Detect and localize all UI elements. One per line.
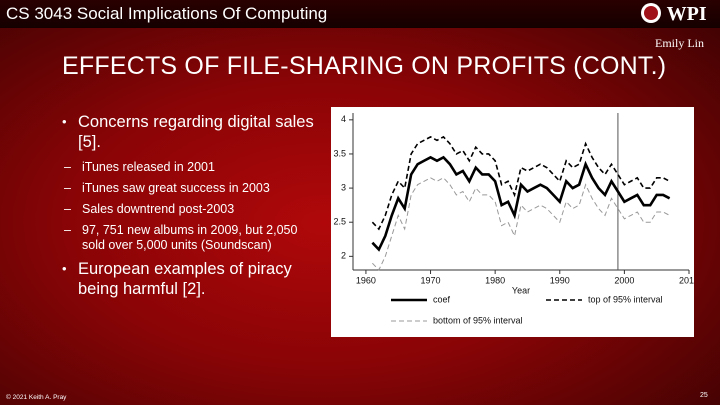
header-bar <box>0 0 720 28</box>
series-line <box>371 135 670 231</box>
course-name: CS 3043 Social Implications Of Computing <box>6 4 328 23</box>
y-tick-label: 2 <box>341 251 346 261</box>
bullet-text: Concerns regarding digital sales [5]. <box>62 112 323 152</box>
page-number: 25 <box>700 392 708 399</box>
x-tick-label: 1990 <box>550 275 570 285</box>
logo-text: WPI <box>666 3 707 25</box>
slide-title: EFFECTS OF FILE-SHARING ON PROFITS (CONT… <box>62 52 667 80</box>
series-line <box>371 155 671 252</box>
logo: WPI <box>640 2 716 26</box>
y-tick-label: 2.5 <box>333 217 346 227</box>
figure: 2 2.5 3 3.5 4 1960 1970 1980 1990 2000 2010 Year coe… <box>331 107 694 337</box>
y-tick-label: 3.5 <box>333 148 346 158</box>
legend-label: bottom of 95% interval <box>433 315 523 325</box>
bullet-list: Concerns regarding digital sales [5]. iTu… <box>62 112 323 307</box>
legend-label: coef <box>433 294 451 304</box>
legend-label: top of 95% interval <box>588 294 663 304</box>
series-line <box>372 177 670 271</box>
figure-background <box>331 107 694 337</box>
bullet-text: European examples of piracy being harmfu… <box>62 259 323 299</box>
sub-bullet: 97, 751 new albums in 2009, but 2,050 so… <box>62 223 302 253</box>
x-axis-label: Year <box>512 285 530 295</box>
x-tick-label: 2000 <box>614 275 634 285</box>
logo-seal <box>641 3 661 23</box>
bullet: Concerns regarding digital sales [5]. iTu… <box>62 112 323 253</box>
y-tick-label: 4 <box>341 114 346 124</box>
bullet: European examples of piracy being harmfu… <box>62 259 323 299</box>
author: Emily Lin <box>655 36 704 50</box>
sub-bullet: iTunes released in 2001 <box>62 160 302 175</box>
x-tick-label: 2010 <box>679 275 694 285</box>
sub-bullet: iTunes saw great success in 2003 <box>62 181 302 196</box>
x-tick-label: 1970 <box>421 275 441 285</box>
y-tick-label: 3 <box>341 182 346 192</box>
copyright: © 2021 Keith A. Pray <box>6 394 67 401</box>
x-tick-label: 1980 <box>485 275 505 285</box>
x-tick-label: 1960 <box>356 275 376 285</box>
sub-bullet: Sales downtrend post-2003 <box>62 202 302 217</box>
